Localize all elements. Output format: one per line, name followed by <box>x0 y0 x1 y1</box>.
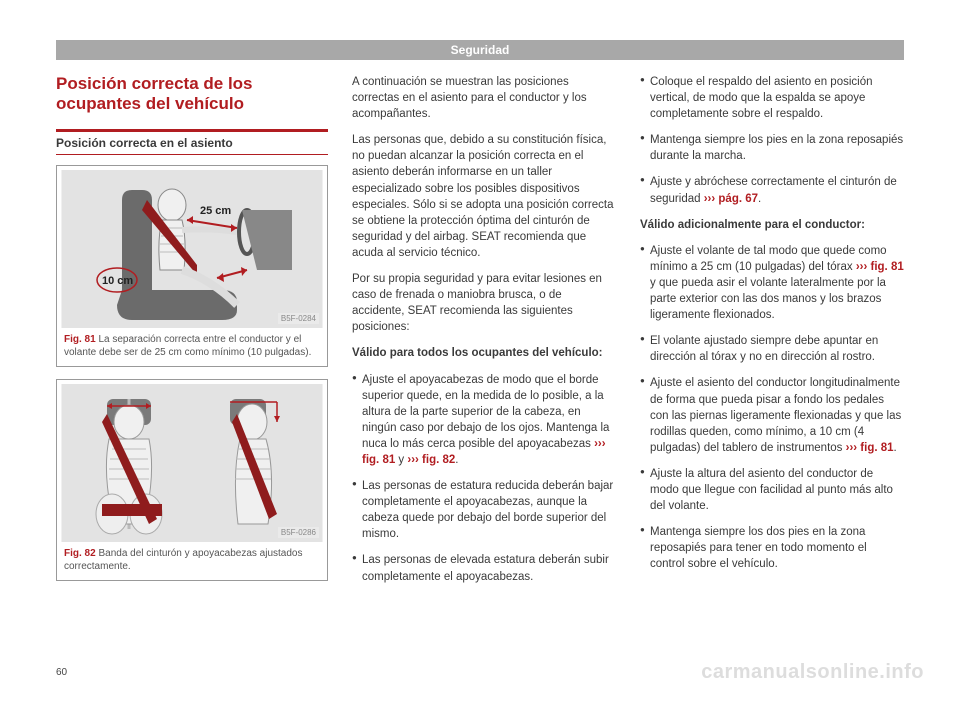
dim-25cm: 25 cm <box>200 205 231 217</box>
intro-p1: A continuación se muestran las posicione… <box>352 74 616 122</box>
ref-fig81-c: ››› fig. 81 <box>846 442 894 454</box>
figure-81-code: B5F-0284 <box>278 313 319 324</box>
figure-81-caption: Fig. 81 La separación correcta entre el … <box>61 328 323 362</box>
ref-pag67: ››› pág. 67 <box>704 193 758 205</box>
intro-p3: Por su propia seguridad y para evitar le… <box>352 271 616 335</box>
ref-fig82: ››› fig. 82 <box>407 454 455 466</box>
bullet-wheel-direction: El volante ajustado siempre debe apuntar… <box>640 333 904 365</box>
bullet-belt: Ajuste y abróchese correctamente el cint… <box>640 174 904 206</box>
bullet-headrest: Ajuste el apoyacabezas de modo que el bo… <box>352 372 616 469</box>
figure-81-label: Fig. 81 <box>64 334 96 345</box>
watermark: carmanualsonline.info <box>701 661 924 684</box>
column-right: Coloque el respaldo del asiento en posic… <box>640 74 904 595</box>
figure-82: B5F-0286 Fig. 82 Banda del cinturón y ap… <box>56 379 328 581</box>
intro-p2: Las personas que, debido a su constituci… <box>352 132 616 261</box>
figure-82-image: B5F-0286 <box>61 384 323 542</box>
header-banner: Seguridad <box>56 40 904 60</box>
subheading: Posición correcta en el asiento <box>56 136 328 150</box>
column-left: Posición correcta de los ocupantes del v… <box>56 74 328 595</box>
bullet-seatback: Coloque el respaldo del asiento en posic… <box>640 74 904 122</box>
heading-valid-all: Válido para todos los ocupantes del vehí… <box>352 345 616 361</box>
figure-82-code: B5F-0286 <box>278 527 319 538</box>
bullet-wheel-25cm: Ajuste el volante de tal modo que quede … <box>640 243 904 323</box>
subheading-bar: Posición correcta en el asiento <box>56 129 328 155</box>
figure-82-label: Fig. 82 <box>64 548 96 559</box>
bullet-feet: Mantenga siempre los pies en la zona rep… <box>640 132 904 164</box>
ref-fig81-b: ››› fig. 81 <box>856 261 904 273</box>
heading-valid-driver: Válido adicionalmente para el conductor: <box>640 217 904 233</box>
figure-82-caption: Fig. 82 Banda del cinturón y apoyacabeza… <box>61 542 323 576</box>
figure-81-image: 25 cm 10 cm B5F-0284 <box>61 170 323 328</box>
figure-81: 25 cm 10 cm B5F-0284 Fig. 81 La separaci… <box>56 165 328 367</box>
section-title: Posición correcta de los ocupantes del v… <box>56 74 328 115</box>
bullet-seat-longitudinal: Ajuste el asiento del conductor longitud… <box>640 375 904 455</box>
bullet-both-feet: Mantenga siempre los dos pies en la zona… <box>640 524 904 572</box>
bullet-seat-height: Ajuste la altura del asiento del conduct… <box>640 466 904 514</box>
bullet-tall-people: Las personas de elevada estatura deberán… <box>352 552 616 584</box>
column-middle: A continuación se muestran las posicione… <box>352 74 616 595</box>
dim-10cm: 10 cm <box>102 275 133 287</box>
page-number: 60 <box>56 667 67 678</box>
bullet-short-people: Las personas de estatura reducida deberá… <box>352 478 616 542</box>
